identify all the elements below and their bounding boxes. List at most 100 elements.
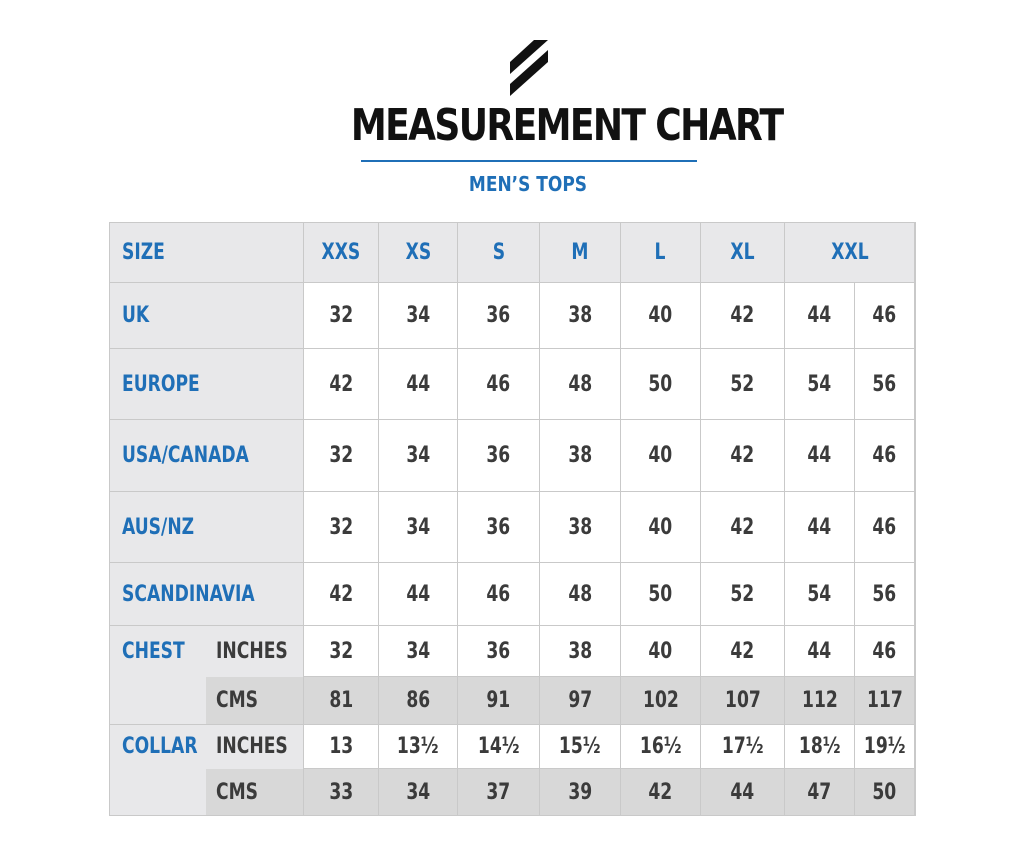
chest-inches-5: 42 xyxy=(701,626,784,676)
chest-cms-3: 97 xyxy=(540,677,620,724)
cell-europe-3-text: 48 xyxy=(568,371,592,397)
cell-usa-canada-2-text: 36 xyxy=(486,443,511,468)
chest-label: CHEST xyxy=(110,626,210,676)
cell-uk-7: 46 xyxy=(855,283,914,348)
cell-uk-5: 42 xyxy=(701,283,784,348)
collar-inches-label: INCHES xyxy=(110,725,303,768)
cell-europe-0: 42 xyxy=(304,349,378,419)
cell-aus-nz-1-text: 34 xyxy=(406,514,430,540)
cell-scandinavia-5: 52 xyxy=(701,563,784,625)
cell-usa-canada-7: 46 xyxy=(855,420,914,491)
chest-inches-label: INCHES xyxy=(110,626,303,676)
cell-aus-nz-3: 38 xyxy=(540,492,620,562)
cell-scandinavia-1: 44 xyxy=(379,563,457,625)
size-chart-table: SIZE XXS XS S M L XL XXL UK 32 34 36 38 40 42 44 46 EUROP… xyxy=(109,222,916,816)
cell-aus-nz-4-text: 40 xyxy=(648,514,673,540)
collar-cms-7: 50 xyxy=(855,769,914,815)
cell-europe-7: 56 xyxy=(855,349,914,419)
cell-usa-canada-7-text: 46 xyxy=(872,443,897,468)
chest-inches-3: 38 xyxy=(540,626,620,676)
cell-scandinavia-1-text: 44 xyxy=(406,581,430,607)
cell-uk-4-text: 40 xyxy=(648,303,673,328)
collar-inches-6: 18½ xyxy=(785,725,854,768)
cell-usa-canada-6: 44 xyxy=(785,420,854,491)
collar-cms-2-text: 37 xyxy=(486,779,511,805)
cell-uk-4: 40 xyxy=(621,283,700,348)
cell-uk-5-text: 42 xyxy=(730,303,755,328)
page-title: MEASUREMENT CHART xyxy=(350,100,784,151)
collar-inches-3: 15½ xyxy=(540,725,620,768)
cell-uk-1-text: 34 xyxy=(406,303,430,328)
size-header-m: M xyxy=(540,223,620,282)
chest-inches-3-text: 38 xyxy=(568,638,592,664)
collar-cms-3-text: 39 xyxy=(568,779,592,805)
chest-inches-label-text: INCHES xyxy=(216,638,288,664)
cell-usa-canada-1-text: 34 xyxy=(406,443,430,468)
size-header-xxl-text: XXL xyxy=(830,240,869,265)
cell-uk-6: 44 xyxy=(785,283,854,348)
cell-usa-canada-0: 32 xyxy=(304,420,378,491)
collar-inches-3-text: 15½ xyxy=(559,734,601,759)
chest-label-block: CHEST INCHES CMS xyxy=(110,626,303,724)
cell-aus-nz-7-text: 46 xyxy=(872,514,897,540)
chest-cms-6: 112 xyxy=(785,677,854,724)
cell-scandinavia-6: 54 xyxy=(785,563,854,625)
cell-europe-2: 46 xyxy=(458,349,539,419)
cell-aus-nz-2: 36 xyxy=(458,492,539,562)
cell-uk-7-text: 46 xyxy=(872,303,897,328)
chest-inches-6-text: 44 xyxy=(807,638,832,664)
cell-uk-0-text: 32 xyxy=(329,303,353,328)
chest-inches-5-text: 42 xyxy=(730,638,755,664)
cell-scandinavia-7: 56 xyxy=(855,563,914,625)
chest-cms-7: 117 xyxy=(855,677,914,724)
chest-inches-4-text: 40 xyxy=(648,638,673,664)
cell-aus-nz-2-text: 36 xyxy=(486,514,511,540)
collar-label-block: COLLAR INCHES CMS xyxy=(110,725,303,815)
cell-uk-0: 32 xyxy=(304,283,378,348)
cell-europe-1-text: 44 xyxy=(406,371,430,397)
collar-cms-label-text: CMS xyxy=(216,779,259,805)
cell-scandinavia-4-text: 50 xyxy=(648,581,673,607)
size-header-xl-text: XL xyxy=(730,240,755,265)
cell-europe-3: 48 xyxy=(540,349,620,419)
cell-usa-canada-5: 42 xyxy=(701,420,784,491)
cell-usa-canada-3-text: 38 xyxy=(568,443,592,468)
collar-inches-6-text: 18½ xyxy=(798,734,841,759)
cell-aus-nz-1: 34 xyxy=(379,492,457,562)
collar-inches-5-text: 17½ xyxy=(721,734,764,759)
row-label-uk-text: UK xyxy=(122,303,150,328)
cell-aus-nz-5: 42 xyxy=(701,492,784,562)
chest-label-text: CHEST xyxy=(122,638,185,664)
cell-uk-2-text: 36 xyxy=(486,303,511,328)
collar-inches-5: 17½ xyxy=(701,725,784,768)
collar-inches-label-text: INCHES xyxy=(216,734,288,759)
cell-uk-3-text: 38 xyxy=(568,303,592,328)
cell-usa-canada-5-text: 42 xyxy=(730,443,755,468)
size-header-xxs-text: XXS xyxy=(321,240,361,265)
cell-europe-7-text: 56 xyxy=(872,371,897,397)
chest-inches-1: 34 xyxy=(379,626,457,676)
row-label-scandinavia: SCANDINAVIA xyxy=(110,563,303,625)
cell-aus-nz-3-text: 38 xyxy=(568,514,592,540)
chest-cms-5: 107 xyxy=(701,677,784,724)
cell-aus-nz-0: 32 xyxy=(304,492,378,562)
chest-cms-3-text: 97 xyxy=(568,688,592,713)
cell-europe-4: 50 xyxy=(621,349,700,419)
cell-aus-nz-6-text: 44 xyxy=(807,514,832,540)
cell-uk-1: 34 xyxy=(379,283,457,348)
collar-cms-6: 47 xyxy=(785,769,854,815)
collar-inches-2-text: 14½ xyxy=(477,734,520,759)
cell-usa-canada-4: 40 xyxy=(621,420,700,491)
collar-cms-7-text: 50 xyxy=(872,779,897,805)
cell-europe-5: 52 xyxy=(701,349,784,419)
brand-stripes-logo xyxy=(504,40,552,100)
collar-inches-7-text: 19½ xyxy=(863,734,906,759)
size-header-xs-text: XS xyxy=(405,240,431,265)
size-header-l-text: L xyxy=(655,240,666,265)
cell-scandinavia-2: 46 xyxy=(458,563,539,625)
cell-usa-canada-3: 38 xyxy=(540,420,620,491)
chest-cms-0-text: 81 xyxy=(329,688,353,713)
collar-label-text: COLLAR xyxy=(122,734,198,759)
collar-inches-0: 13 xyxy=(304,725,378,768)
collar-cms-0: 33 xyxy=(304,769,378,815)
